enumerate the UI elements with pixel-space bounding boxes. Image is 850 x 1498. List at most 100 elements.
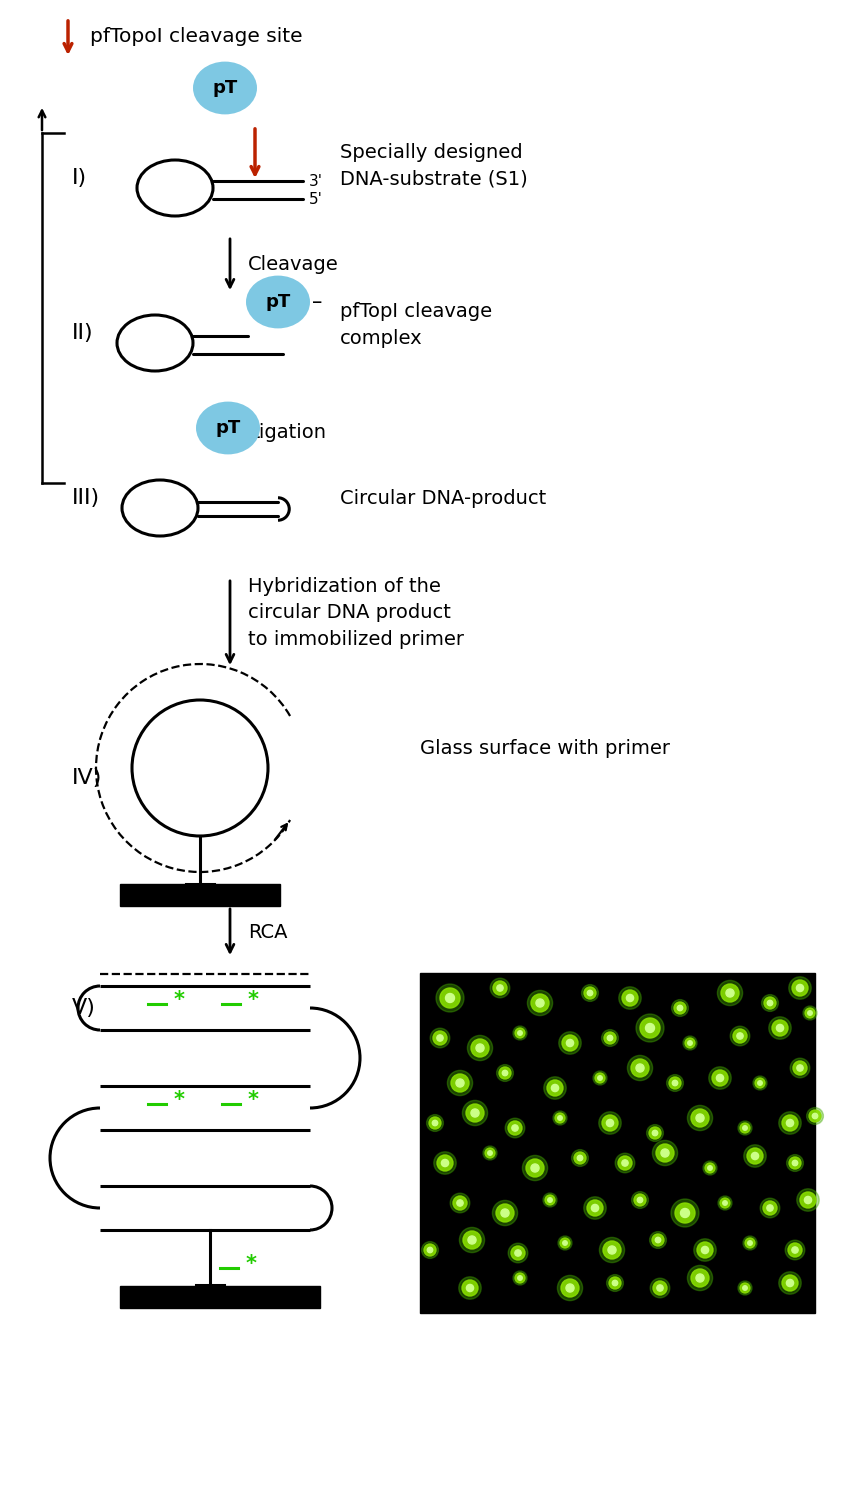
Circle shape bbox=[672, 1080, 677, 1086]
Circle shape bbox=[603, 1240, 621, 1258]
Circle shape bbox=[631, 1059, 649, 1077]
Circle shape bbox=[584, 987, 596, 999]
Circle shape bbox=[789, 1156, 801, 1168]
Text: Specially designed
DNA-substrate (S1): Specially designed DNA-substrate (S1) bbox=[340, 144, 528, 189]
Circle shape bbox=[691, 1109, 709, 1126]
Circle shape bbox=[779, 1112, 802, 1134]
Circle shape bbox=[615, 1153, 635, 1173]
Circle shape bbox=[437, 1035, 443, 1041]
Circle shape bbox=[753, 1076, 767, 1091]
Circle shape bbox=[743, 1126, 747, 1131]
Circle shape bbox=[428, 1248, 433, 1252]
Circle shape bbox=[627, 1056, 653, 1080]
Circle shape bbox=[767, 1204, 774, 1212]
Circle shape bbox=[792, 1246, 798, 1254]
Circle shape bbox=[602, 1115, 618, 1131]
Circle shape bbox=[622, 1159, 628, 1165]
Circle shape bbox=[782, 1115, 798, 1131]
Text: Ligation: Ligation bbox=[248, 422, 326, 442]
Circle shape bbox=[515, 1249, 521, 1257]
Circle shape bbox=[612, 1281, 618, 1285]
Circle shape bbox=[740, 1124, 750, 1132]
Circle shape bbox=[515, 1028, 525, 1038]
Circle shape bbox=[671, 1198, 699, 1227]
Circle shape bbox=[688, 1041, 692, 1046]
Circle shape bbox=[697, 1242, 713, 1258]
Circle shape bbox=[760, 1198, 779, 1218]
Circle shape bbox=[456, 1079, 464, 1088]
Circle shape bbox=[763, 1201, 777, 1215]
Circle shape bbox=[592, 1204, 598, 1212]
Circle shape bbox=[560, 1237, 570, 1248]
Circle shape bbox=[468, 1236, 476, 1243]
Circle shape bbox=[501, 1209, 509, 1216]
Circle shape bbox=[526, 1159, 544, 1177]
Circle shape bbox=[558, 1275, 582, 1300]
Circle shape bbox=[598, 1076, 603, 1080]
Circle shape bbox=[451, 1074, 469, 1092]
Circle shape bbox=[607, 1275, 623, 1291]
Circle shape bbox=[424, 1243, 436, 1255]
Circle shape bbox=[587, 990, 592, 996]
Circle shape bbox=[652, 1234, 664, 1246]
Circle shape bbox=[471, 1040, 489, 1058]
Circle shape bbox=[656, 1144, 674, 1162]
Text: IV): IV) bbox=[72, 768, 102, 788]
Circle shape bbox=[792, 980, 808, 996]
Text: pfTopoI cleavage site: pfTopoI cleavage site bbox=[90, 27, 303, 45]
Circle shape bbox=[655, 1237, 660, 1243]
Circle shape bbox=[433, 1121, 438, 1125]
Circle shape bbox=[636, 1064, 644, 1073]
Text: *: * bbox=[174, 990, 185, 1010]
Circle shape bbox=[636, 1014, 664, 1043]
Circle shape bbox=[609, 1276, 621, 1288]
Circle shape bbox=[782, 1275, 798, 1291]
Text: Circular DNA-product: Circular DNA-product bbox=[340, 488, 547, 508]
Circle shape bbox=[808, 1011, 813, 1016]
Circle shape bbox=[653, 1281, 667, 1294]
Circle shape bbox=[499, 1067, 511, 1079]
Circle shape bbox=[513, 1026, 527, 1040]
Circle shape bbox=[619, 987, 641, 1010]
Circle shape bbox=[476, 1044, 484, 1052]
Circle shape bbox=[555, 1113, 565, 1124]
Circle shape bbox=[598, 1112, 621, 1134]
Circle shape bbox=[574, 1152, 586, 1164]
Circle shape bbox=[441, 1159, 449, 1167]
Circle shape bbox=[604, 1032, 616, 1044]
Circle shape bbox=[558, 1236, 572, 1249]
Circle shape bbox=[595, 1073, 605, 1083]
Circle shape bbox=[602, 1029, 619, 1047]
Circle shape bbox=[701, 1246, 709, 1254]
Circle shape bbox=[467, 1284, 473, 1291]
Circle shape bbox=[669, 1077, 681, 1089]
Circle shape bbox=[622, 990, 638, 1007]
Circle shape bbox=[718, 1195, 732, 1210]
Circle shape bbox=[493, 981, 507, 995]
Circle shape bbox=[657, 1285, 663, 1291]
Circle shape bbox=[751, 1152, 758, 1159]
Circle shape bbox=[511, 1246, 525, 1260]
Text: pT: pT bbox=[265, 294, 291, 312]
Circle shape bbox=[566, 1284, 574, 1293]
Circle shape bbox=[809, 1110, 821, 1122]
Circle shape bbox=[779, 1272, 802, 1294]
Circle shape bbox=[434, 1152, 456, 1174]
Circle shape bbox=[743, 1236, 757, 1249]
Circle shape bbox=[755, 1079, 765, 1088]
Circle shape bbox=[789, 977, 811, 999]
Circle shape bbox=[634, 1194, 646, 1206]
Circle shape bbox=[496, 1204, 514, 1222]
Circle shape bbox=[744, 1144, 766, 1167]
Circle shape bbox=[496, 1065, 513, 1082]
Circle shape bbox=[547, 1198, 552, 1203]
Circle shape bbox=[762, 995, 779, 1011]
Circle shape bbox=[508, 1243, 528, 1263]
Text: *: * bbox=[246, 1254, 257, 1273]
Circle shape bbox=[536, 999, 544, 1007]
Circle shape bbox=[683, 1037, 697, 1050]
Circle shape bbox=[792, 1161, 797, 1165]
Text: Glass surface with primer: Glass surface with primer bbox=[420, 739, 670, 758]
Circle shape bbox=[708, 1165, 712, 1170]
Circle shape bbox=[466, 1104, 484, 1122]
